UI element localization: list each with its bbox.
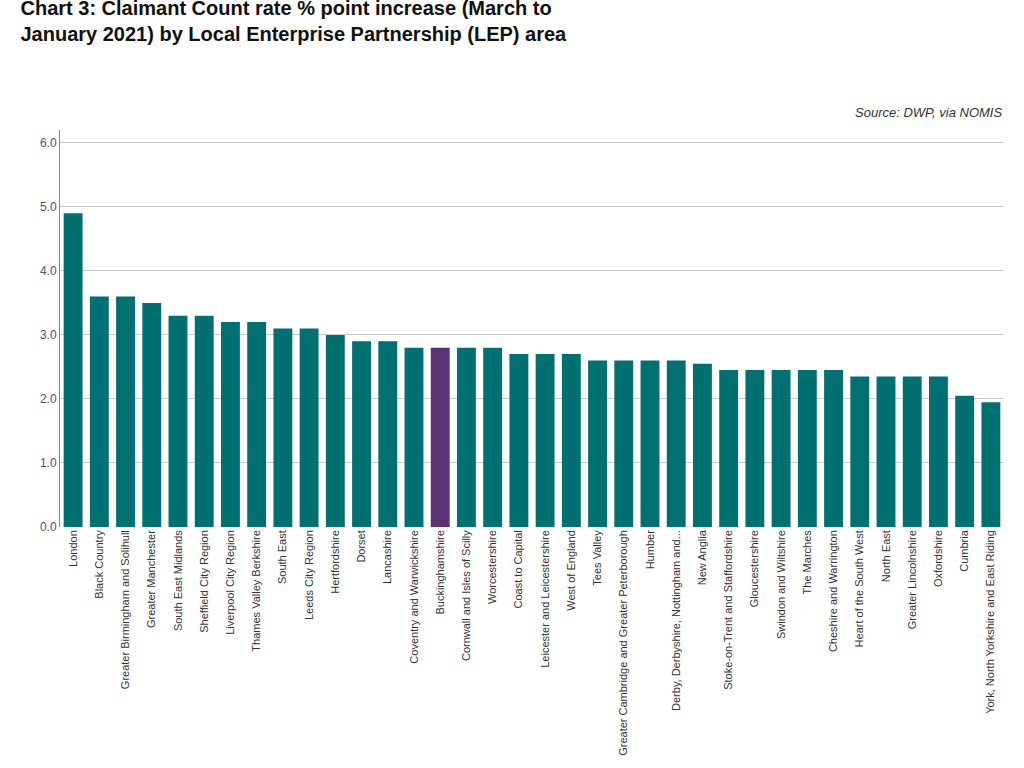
svg-text:Coventry and Warwickshire: Coventry and Warwickshire xyxy=(408,530,420,663)
svg-text:Oxfordshire: Oxfordshire xyxy=(932,530,944,587)
svg-text:Swindon and Wiltshire: Swindon and Wiltshire xyxy=(775,530,787,639)
svg-text:West of England: West of England xyxy=(565,530,577,611)
svg-text:New Anglia: New Anglia xyxy=(696,529,708,585)
svg-text:Cumbria: Cumbria xyxy=(958,529,970,571)
svg-text:4.0: 4.0 xyxy=(40,264,57,278)
svg-text:Black Country: Black Country xyxy=(93,530,105,599)
svg-text:South East Midlands: South East Midlands xyxy=(172,530,184,631)
svg-text:Cornwall and Isles of Scilly: Cornwall and Isles of Scilly xyxy=(460,530,472,661)
svg-text:Source: DWP, via NOMIS: Source: DWP, via NOMIS xyxy=(855,105,1002,120)
svg-text:South East: South East xyxy=(276,530,288,584)
svg-text:London: London xyxy=(67,530,79,567)
svg-text:Buckinghamshire: Buckinghamshire xyxy=(434,530,446,614)
svg-text:6.0: 6.0 xyxy=(40,136,57,150)
svg-text:Humber: Humber xyxy=(644,530,656,569)
svg-text:The Marches: The Marches xyxy=(801,530,813,595)
svg-text:Heart of the South West: Heart of the South West xyxy=(853,530,865,647)
svg-text:North East: North East xyxy=(880,530,892,582)
svg-text:Sheffield City Region: Sheffield City Region xyxy=(198,530,210,633)
svg-text:Worcestershire: Worcestershire xyxy=(486,530,498,604)
svg-text:Stoke-on-Trent and Staffordshi: Stoke-on-Trent and Staffordshire xyxy=(722,530,734,690)
svg-text:Chart 3: Claimant Count rate %: Chart 3: Claimant Count rate % point inc… xyxy=(20,0,567,45)
svg-text:Leeds City Region: Leeds City Region xyxy=(303,530,315,620)
svg-text:Liverpool City Region: Liverpool City Region xyxy=(224,530,236,635)
svg-text:Hertfordshire: Hertfordshire xyxy=(329,530,341,594)
svg-text:Dorset: Dorset xyxy=(355,530,367,562)
svg-text:York, North Yorkshire and East: York, North Yorkshire and East Riding xyxy=(984,530,996,714)
svg-text:Greater Manchester: Greater Manchester xyxy=(145,530,157,628)
svg-text:Greater Birmingham and Solihul: Greater Birmingham and Solihull xyxy=(119,530,131,689)
svg-text:3.0: 3.0 xyxy=(40,328,57,342)
svg-text:Coast to Capital: Coast to Capital xyxy=(512,530,524,608)
svg-text:2.0: 2.0 xyxy=(40,392,57,406)
svg-text:Tees Valley: Tees Valley xyxy=(591,530,603,586)
svg-text:Cheshire and Warrington: Cheshire and Warrington xyxy=(827,530,839,652)
svg-text:1.0: 1.0 xyxy=(40,456,57,470)
svg-text:Leicester and Leicestershire: Leicester and Leicestershire xyxy=(539,530,551,668)
svg-text:Thames Valley Berkshire: Thames Valley Berkshire xyxy=(250,530,262,651)
svg-text:Greater Cambridge and Greater: Greater Cambridge and Greater Peterborou… xyxy=(617,530,629,756)
svg-text:Greater Lincolnshire: Greater Lincolnshire xyxy=(906,530,918,629)
svg-text:Lancashire: Lancashire xyxy=(381,530,393,584)
svg-text:Gloucestershire: Gloucestershire xyxy=(748,530,760,607)
svg-text:0.0: 0.0 xyxy=(40,520,57,534)
svg-text:Derby, Derbyshire, Nottingham: Derby, Derbyshire, Nottingham and... xyxy=(670,530,682,711)
svg-text:5.0: 5.0 xyxy=(40,200,57,214)
